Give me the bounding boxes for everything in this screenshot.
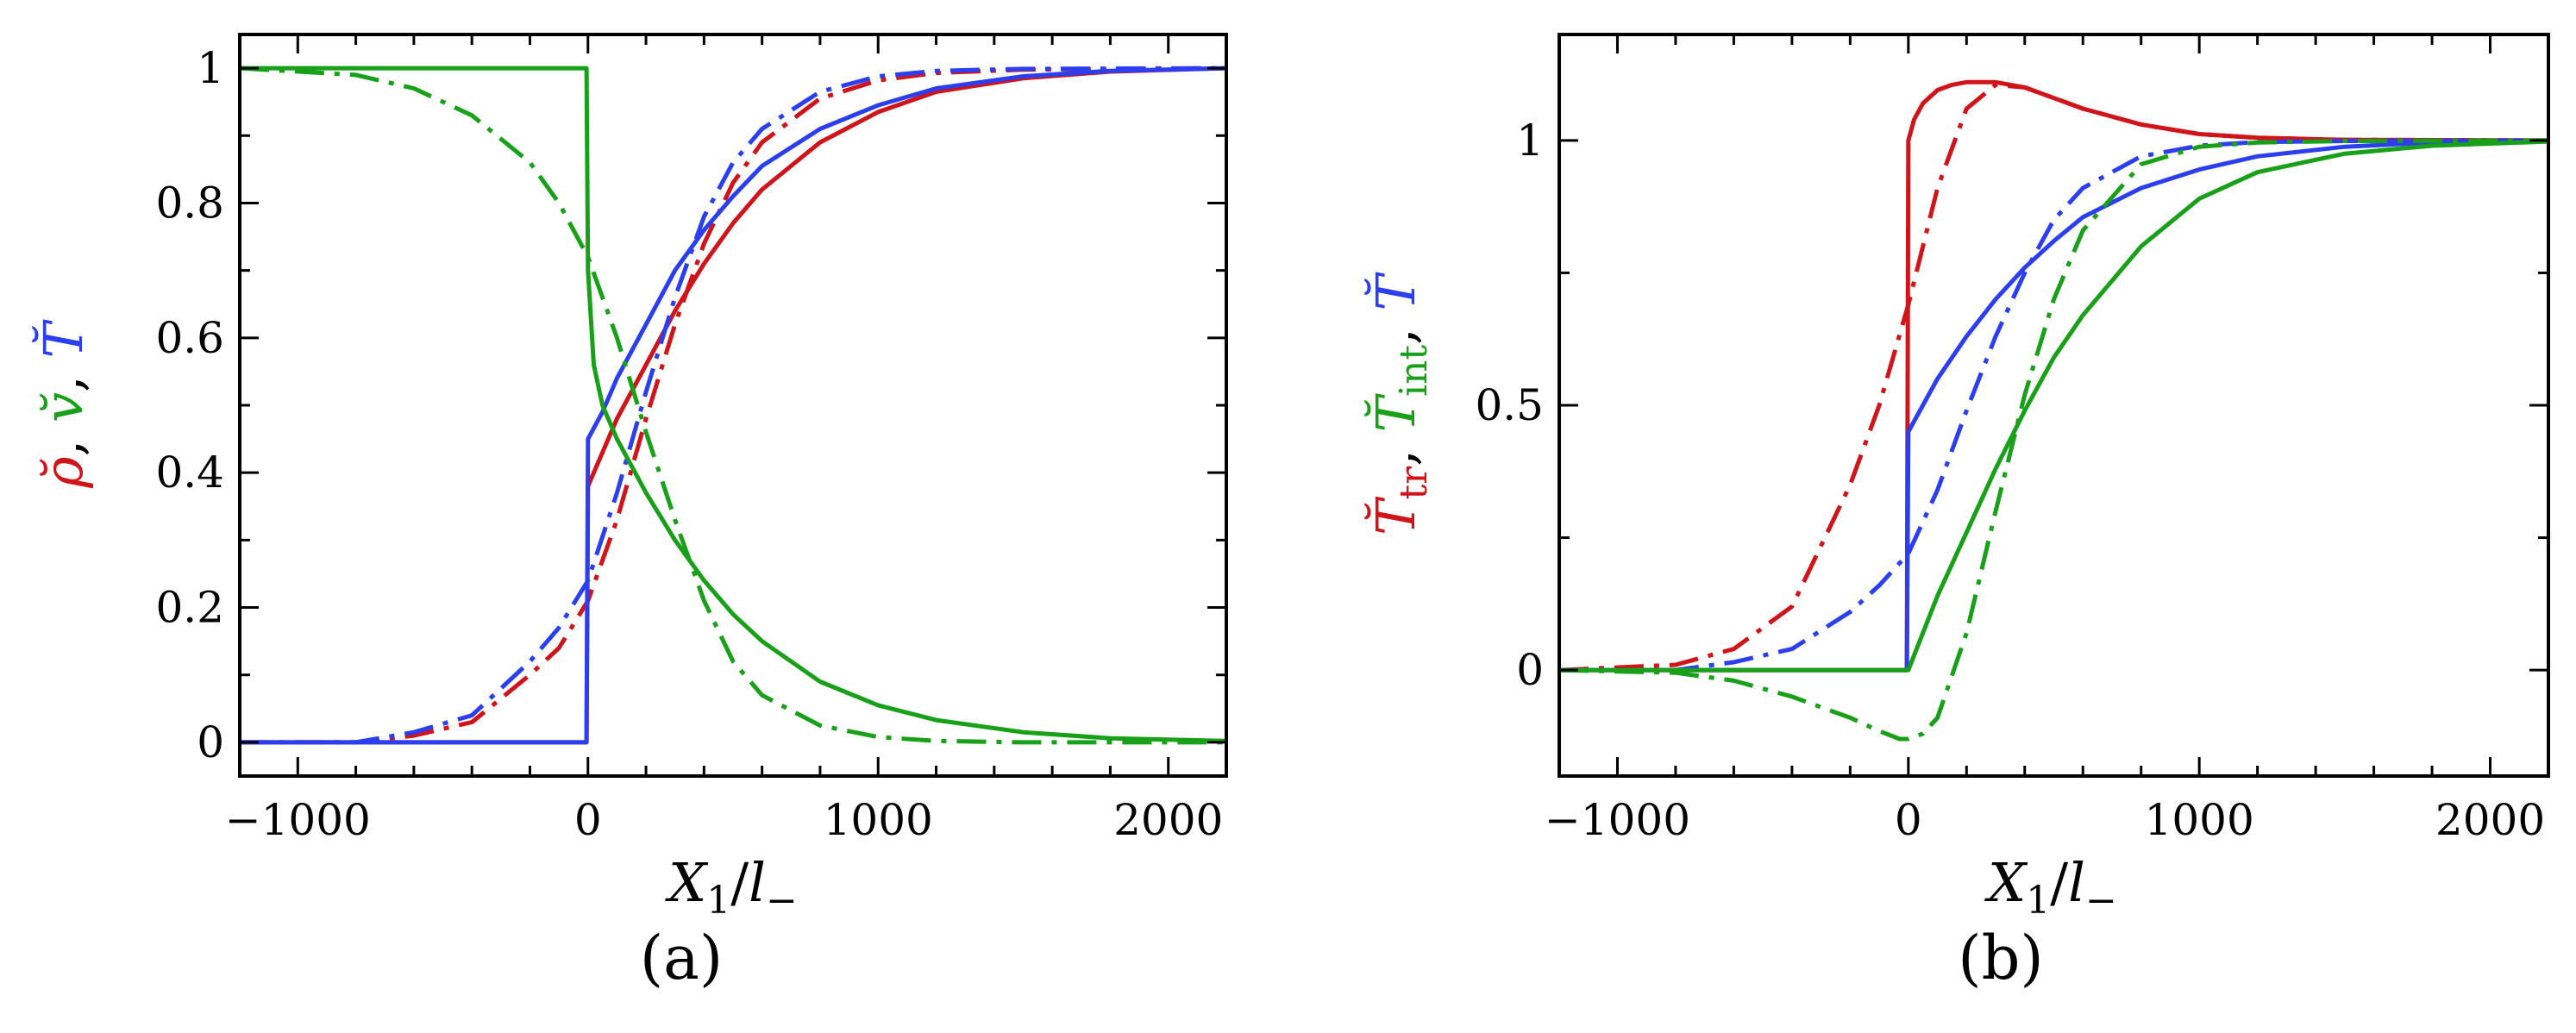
y-tick-label: 0 [197, 717, 224, 767]
x-tick-label: −1000 [1545, 795, 1690, 845]
y-axis-label: T̆tr, T̆int, T̆ [1364, 271, 1436, 535]
y-axis-label-part: , [1364, 310, 1427, 344]
x-axis-label-part: X [1984, 851, 2028, 914]
y-tick-label: 0 [1516, 645, 1544, 695]
series-rho-solid [240, 66, 1226, 745]
series-v-solid [240, 66, 1226, 743]
y-axis-label-part: , [32, 423, 95, 456]
x-tick-label: 2000 [2435, 795, 2545, 845]
y-axis-label-part: T̆ [32, 319, 95, 359]
y-axis-label-part: T̆ [1364, 496, 1427, 535]
y-axis-label: ρ̆, v̆, T̆ [32, 319, 95, 489]
x-tick-label: 0 [574, 795, 602, 845]
x-axis-label-part: / [2050, 851, 2068, 914]
y-axis-label-part: T̆ [1364, 271, 1427, 310]
x-axis-label-part: − [766, 879, 798, 923]
series-T-solid [240, 66, 1226, 745]
y-axis-label-part: ρ̆ [32, 456, 95, 488]
y-axis-label-part: tr [1392, 466, 1436, 500]
y-tick-label: 0.6 [155, 313, 224, 363]
y-tick-label: 1 [1516, 116, 1544, 166]
y-tick-label: 0.4 [155, 448, 224, 498]
x-tick-label: 0 [1895, 795, 1922, 845]
x-axis-label-part: X [665, 851, 709, 914]
x-axis-label-part: − [2085, 879, 2117, 923]
panel-label: (b) [1958, 923, 2043, 993]
series-Tint-solid [1559, 139, 2548, 673]
y-tick-label: 1 [197, 43, 224, 93]
panel-label: (a) [640, 923, 723, 993]
x-tick-label: 1000 [824, 795, 933, 845]
x-axis-label-part: 1 [706, 879, 730, 923]
series-T-solid [1559, 138, 2548, 673]
x-tick-label: 2000 [1113, 795, 1223, 845]
x-axis-label: X1/l− [665, 851, 798, 923]
x-axis-label-part: l [2068, 851, 2085, 914]
y-axis-label-part: v̆ [32, 392, 95, 423]
x-axis-label: X1/l− [1984, 851, 2117, 923]
y-axis-label-part: int [1392, 345, 1436, 397]
y-axis-label-part: T̆ [1364, 392, 1427, 432]
series-T-dashdot [240, 66, 1226, 745]
plot-frame [238, 33, 1228, 778]
y-axis-label-part: , [32, 359, 95, 392]
series-group [1559, 79, 2548, 742]
series-T-dashdot [1559, 138, 2548, 673]
x-axis-label-part: / [730, 851, 749, 914]
series-Ttr-solid [1559, 79, 2548, 673]
y-tick-label: 0.8 [155, 178, 224, 228]
y-tick-label: 0.5 [1475, 380, 1544, 430]
series-rho-dashdot [240, 66, 1226, 745]
x-tick-label: −1000 [225, 795, 371, 845]
y-axis-label-part: , [1364, 432, 1427, 466]
series-group [240, 66, 1226, 745]
y-tick-label: 0.2 [155, 583, 224, 633]
x-axis-label-part: 1 [2026, 879, 2050, 923]
series-Ttr-dashdot [1559, 82, 2548, 673]
series-Tint-dashdot [1559, 138, 2548, 742]
series-v-dashdot [240, 66, 1226, 745]
x-axis-label-part: l [749, 851, 766, 914]
x-tick-label: 1000 [2145, 795, 2254, 845]
